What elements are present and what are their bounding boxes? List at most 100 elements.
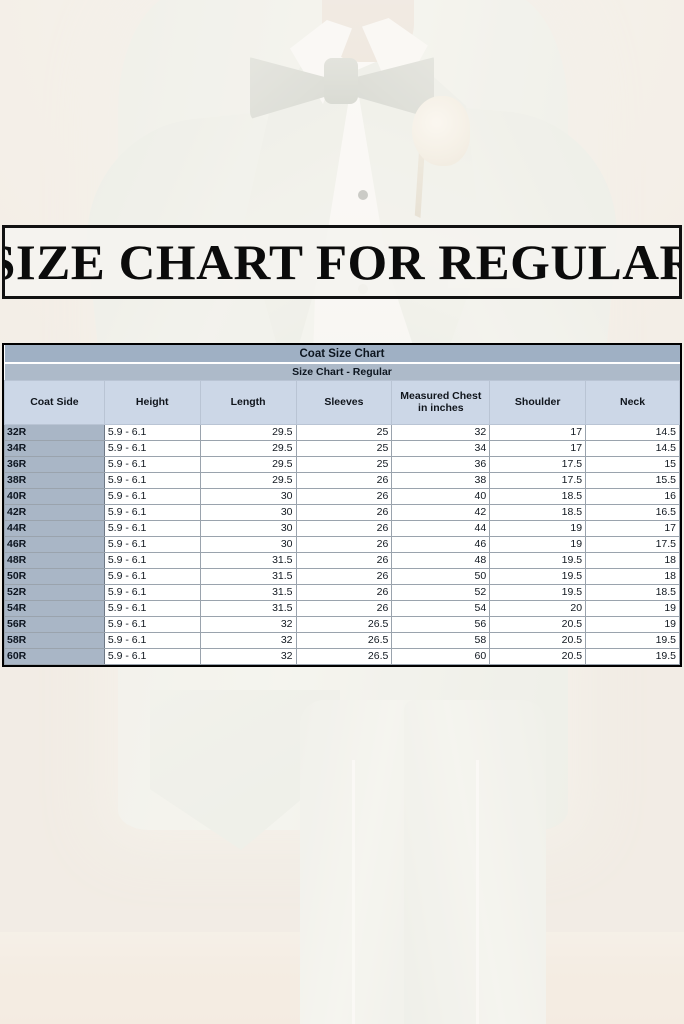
cell-shoulder: 19.5 (489, 551, 587, 569)
cell-sleeves: 26.5 (295, 631, 393, 649)
table-row: 48R 5.9 - 6.1 31.5 26 48 19.5 18 (4, 551, 680, 569)
cell-sleeves: 26 (295, 567, 393, 585)
cell-sleeves: 26.5 (295, 647, 393, 665)
cell-length: 29.5 (199, 423, 297, 441)
cell-coat-side: 42R (4, 503, 105, 521)
cell-sleeves: 26 (295, 471, 393, 489)
cell-coat-side: 54R (4, 599, 105, 617)
page-title: SIZE CHART FOR REGULAR (2, 234, 682, 290)
cell-neck: 14.5 (585, 423, 680, 441)
cell-measured-chest: 44 (391, 519, 491, 537)
cell-height: 5.9 - 6.1 (103, 631, 201, 649)
cell-measured-chest: 52 (391, 583, 491, 601)
cell-height: 5.9 - 6.1 (103, 455, 201, 473)
table-row: 32R 5.9 - 6.1 29.5 25 32 17 14.5 (4, 423, 680, 441)
cell-measured-chest: 46 (391, 535, 491, 553)
cell-length: 30 (199, 487, 297, 505)
cell-length: 30 (199, 503, 297, 521)
cell-length: 32 (199, 615, 297, 633)
cell-coat-side: 56R (4, 615, 105, 633)
table-band-title: Coat Size Chart (4, 345, 680, 364)
cell-shoulder: 17 (489, 439, 587, 457)
table-row: 42R 5.9 - 6.1 30 26 42 18.5 16.5 (4, 503, 680, 521)
table-band-subtitle-row: Size Chart - Regular (4, 363, 680, 380)
cell-height: 5.9 - 6.1 (103, 503, 201, 521)
table-row: 52R 5.9 - 6.1 31.5 26 52 19.5 18.5 (4, 583, 680, 601)
cell-length: 31.5 (199, 551, 297, 569)
cell-neck: 17 (585, 519, 680, 537)
cell-height: 5.9 - 6.1 (103, 439, 201, 457)
cell-measured-chest: 54 (391, 599, 491, 617)
cell-height: 5.9 - 6.1 (103, 551, 201, 569)
cell-length: 31.5 (199, 583, 297, 601)
cell-coat-side: 58R (4, 631, 105, 649)
cell-shoulder: 20.5 (489, 647, 587, 665)
cell-neck: 18 (585, 551, 680, 569)
cell-coat-side: 36R (4, 455, 105, 473)
table-row: 38R 5.9 - 6.1 29.5 26 38 17.5 15.5 (4, 471, 680, 489)
column-header-shoulder: Shoulder (489, 379, 587, 425)
cell-coat-side: 46R (4, 535, 105, 553)
cell-height: 5.9 - 6.1 (103, 599, 201, 617)
cell-sleeves: 26 (295, 599, 393, 617)
table-row: 60R 5.9 - 6.1 32 26.5 60 20.5 19.5 (4, 647, 680, 665)
cell-length: 30 (199, 535, 297, 553)
cell-sleeves: 26 (295, 535, 393, 553)
cell-sleeves: 26 (295, 551, 393, 569)
cell-height: 5.9 - 6.1 (103, 535, 201, 553)
table-row: 46R 5.9 - 6.1 30 26 46 19 17.5 (4, 535, 680, 553)
cell-length: 31.5 (199, 567, 297, 585)
cell-height: 5.9 - 6.1 (103, 647, 201, 665)
cell-neck: 16 (585, 487, 680, 505)
cell-length: 31.5 (199, 599, 297, 617)
cell-measured-chest: 34 (391, 439, 491, 457)
table-row: 58R 5.9 - 6.1 32 26.5 58 20.5 19.5 (4, 631, 680, 649)
table-row: 54R 5.9 - 6.1 31.5 26 54 20 19 (4, 599, 680, 617)
cell-sleeves: 25 (295, 455, 393, 473)
cell-neck: 15.5 (585, 471, 680, 489)
cell-height: 5.9 - 6.1 (103, 471, 201, 489)
cell-sleeves: 25 (295, 439, 393, 457)
cell-measured-chest: 40 (391, 487, 491, 505)
cell-height: 5.9 - 6.1 (103, 423, 201, 441)
cell-shoulder: 17.5 (489, 471, 587, 489)
cell-sleeves: 26 (295, 583, 393, 601)
cell-shoulder: 18.5 (489, 487, 587, 505)
cell-neck: 19 (585, 615, 680, 633)
cell-length: 30 (199, 519, 297, 537)
cell-coat-side: 60R (4, 647, 105, 665)
column-header-neck: Neck (585, 379, 680, 425)
cell-shoulder: 20.5 (489, 631, 587, 649)
title-banner: SIZE CHART FOR REGULAR (2, 225, 682, 299)
size-chart-table-container: Coat Size Chart Size Chart - Regular Coa… (2, 343, 682, 667)
table-row: 40R 5.9 - 6.1 30 26 40 18.5 16 (4, 487, 680, 505)
cell-height: 5.9 - 6.1 (103, 583, 201, 601)
column-header-sleeves: Sleeves (295, 379, 393, 425)
table-column-header-row: Coat Side Height Length Sleeves Measured… (4, 379, 680, 425)
cell-neck: 19 (585, 599, 680, 617)
cell-neck: 17.5 (585, 535, 680, 553)
column-header-length: Length (199, 379, 297, 425)
cell-coat-side: 44R (4, 519, 105, 537)
cell-length: 29.5 (199, 471, 297, 489)
cell-length: 29.5 (199, 455, 297, 473)
cell-measured-chest: 50 (391, 567, 491, 585)
cell-coat-side: 40R (4, 487, 105, 505)
cell-shoulder: 19.5 (489, 583, 587, 601)
cell-neck: 14.5 (585, 439, 680, 457)
cell-neck: 15 (585, 455, 680, 473)
cell-coat-side: 34R (4, 439, 105, 457)
cell-shoulder: 20 (489, 599, 587, 617)
cell-sleeves: 26 (295, 503, 393, 521)
cell-coat-side: 48R (4, 551, 105, 569)
cell-shoulder: 20.5 (489, 615, 587, 633)
cell-length: 32 (199, 647, 297, 665)
cell-shoulder: 17.5 (489, 455, 587, 473)
cell-measured-chest: 36 (391, 455, 491, 473)
cell-length: 32 (199, 631, 297, 649)
cell-length: 29.5 (199, 439, 297, 457)
table-band-title-row: Coat Size Chart (4, 345, 680, 364)
column-header-measured-chest-line2: in inches (418, 402, 464, 414)
cell-measured-chest: 58 (391, 631, 491, 649)
cell-measured-chest: 56 (391, 615, 491, 633)
